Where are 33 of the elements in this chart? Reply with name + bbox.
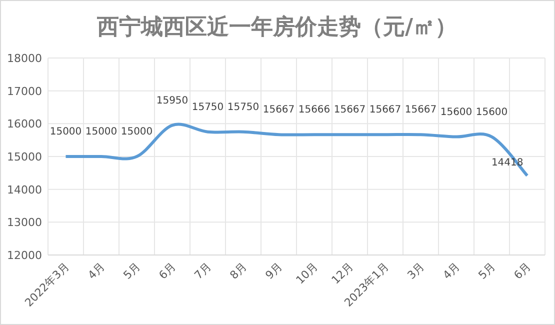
y-tick-label: 18000 — [7, 52, 42, 65]
data-label: 15000 — [50, 126, 82, 138]
data-label: 15667 — [404, 104, 437, 116]
data-label: 15600 — [440, 106, 472, 118]
data-label: 15000 — [85, 126, 118, 138]
y-tick-label: 14000 — [7, 183, 42, 196]
data-label: 15667 — [262, 104, 295, 116]
x-tick-label: 10月 — [294, 260, 320, 287]
data-label: 15000 — [120, 126, 153, 138]
x-tick-label: 4月 — [85, 260, 108, 282]
x-tick-label: 4月 — [440, 260, 462, 282]
x-tick-label: 6月 — [156, 260, 178, 282]
chart-title: 西宁城西区近一年房价走势（元/㎡） — [96, 14, 458, 40]
data-label: 15667 — [369, 104, 402, 116]
x-tick-label: 8月 — [227, 260, 250, 282]
data-label: 15750 — [192, 102, 224, 113]
y-tick-label: 13000 — [7, 216, 42, 230]
y-tick-label: 15000 — [7, 150, 42, 164]
data-label: 15666 — [298, 104, 330, 116]
x-tick-label: 7月 — [192, 260, 214, 282]
y-tick-label: 16000 — [7, 118, 42, 131]
data-label: 15667 — [334, 104, 366, 116]
x-tick-label: 5月 — [120, 260, 143, 282]
y-tick-label: 12000 — [7, 249, 42, 262]
data-label: 15600 — [476, 106, 508, 118]
x-tick-label: 9月 — [262, 260, 285, 282]
data-label: 15950 — [156, 95, 188, 106]
x-tick-label: 5月 — [476, 260, 498, 282]
data-label: 15750 — [227, 102, 260, 113]
x-tick-label: 6月 — [511, 260, 534, 282]
x-tick-label: 3月 — [404, 260, 427, 282]
x-tick-label: 12月 — [329, 260, 356, 287]
y-tick-label: 17000 — [7, 84, 42, 98]
